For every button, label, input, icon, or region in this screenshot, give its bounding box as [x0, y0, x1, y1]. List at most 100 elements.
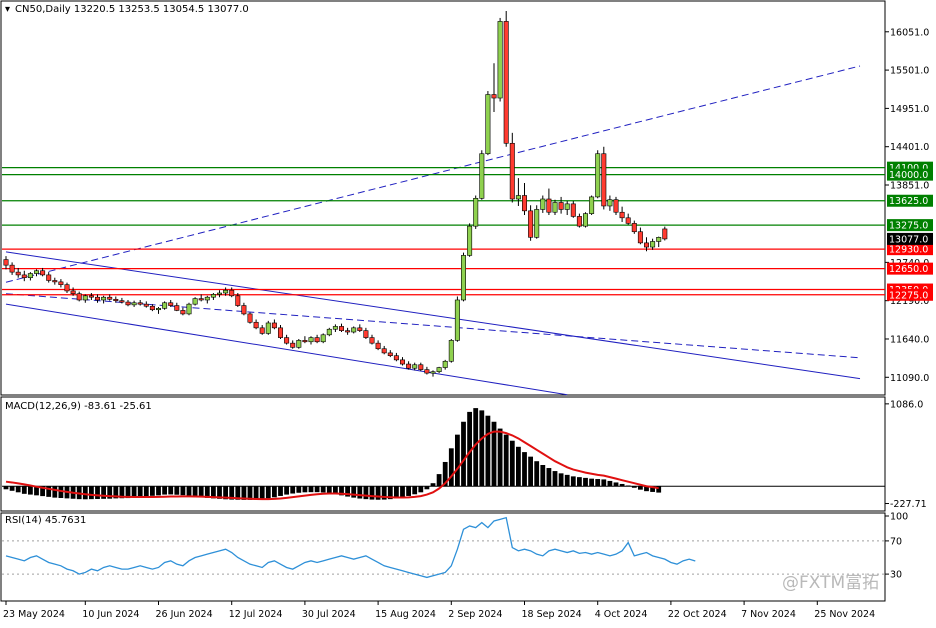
price-axis-label: 12190.0 — [890, 296, 929, 307]
macd-histogram-bar — [455, 434, 460, 487]
price-tag-label: 13275.0 — [889, 221, 928, 232]
macd-histogram-bar — [192, 486, 198, 497]
candle-body — [387, 352, 393, 356]
macd-histogram-bar — [400, 486, 405, 498]
macd-histogram-bar — [89, 486, 94, 500]
macd-title: MACD(12,26,9) -83.61 -25.61 — [5, 401, 152, 412]
macd-histogram-bar — [540, 465, 546, 487]
current-price-tag-bg — [887, 232, 933, 245]
candle-body — [186, 303, 192, 315]
candle-body — [125, 301, 131, 306]
candle-body — [576, 216, 582, 227]
candle-body — [265, 322, 271, 334]
macd-histogram-bar — [650, 486, 655, 492]
macd-histogram-bar — [424, 486, 430, 490]
macd-histogram-bar — [552, 471, 558, 487]
macd-histogram-bar — [223, 486, 228, 500]
price-axis-label: 11090.0 — [890, 373, 929, 384]
macd-histogram-bar — [644, 486, 649, 492]
macd-histogram-bar — [619, 483, 625, 487]
trendline-solid — [5, 251, 861, 380]
macd-histogram-bar — [485, 415, 491, 487]
macd-histogram-bar — [320, 486, 326, 493]
candle-body — [430, 371, 436, 374]
macd-signal-line — [5, 430, 659, 501]
candle-body — [314, 337, 320, 343]
price-tags: 14100.014000.013625.013275.012930.012650… — [887, 161, 933, 301]
price-tag-bg — [887, 243, 933, 256]
price-panel-frame — [0, 0, 886, 396]
candle-body — [491, 94, 497, 99]
rsi-line — [5, 516, 696, 579]
candle-body — [320, 334, 326, 343]
candle-body — [113, 298, 119, 301]
candle-body — [119, 300, 125, 303]
macd-histogram-bar — [150, 486, 155, 496]
candle-body — [393, 355, 399, 361]
macd-histogram-bar — [461, 421, 466, 487]
macd-histogram-bar — [583, 477, 588, 487]
macd-panel-frame — [0, 396, 886, 512]
candlestick-series — [3, 10, 668, 377]
macd-histogram-bar — [528, 456, 533, 487]
macd-histogram-bar — [613, 482, 619, 487]
candle-body — [40, 270, 46, 276]
x-axis-label: 22 Oct 2024 — [668, 609, 727, 620]
candle-body — [131, 302, 137, 306]
macd-histogram-bar — [546, 468, 552, 487]
macd-histogram-bar — [217, 486, 222, 499]
macd-histogram-bar — [418, 486, 424, 493]
watermark-logo: @FXTM富拓 — [782, 573, 879, 593]
macd-histogram-bar — [595, 479, 601, 487]
candle-body — [192, 298, 198, 305]
macd-histogram-bar — [308, 486, 314, 493]
macd-histogram-bar — [211, 486, 216, 499]
macd-histogram-bar — [375, 486, 381, 500]
candle-body — [564, 203, 570, 210]
macd-histogram-bar — [339, 486, 344, 496]
price-tag-label: 12275.0 — [889, 290, 928, 301]
candle-body — [613, 199, 619, 213]
candle-body — [338, 326, 344, 331]
candle-body — [643, 242, 649, 248]
candle-body — [210, 294, 216, 298]
candle-body — [52, 280, 58, 283]
macd-histogram-bar — [656, 486, 662, 493]
macd-histogram-bar — [180, 486, 186, 496]
candle-body — [277, 327, 283, 338]
price-axis-label: 15501.0 — [890, 66, 929, 77]
candle-body — [33, 270, 39, 274]
candle-body — [9, 264, 15, 273]
rsi-title: RSI(14) 45.7631 — [5, 515, 86, 526]
macd-histogram-bar — [247, 486, 253, 500]
candle-body — [552, 202, 558, 213]
x-axis-label: 26 Jun 2024 — [156, 609, 213, 620]
macd-histogram-bar — [601, 479, 607, 487]
rsi-axis-label: 70 — [890, 536, 902, 547]
macd-histogram-bar — [34, 486, 39, 496]
price-axis-label: 11640.0 — [890, 334, 929, 345]
candle-body — [95, 296, 101, 301]
candle-body — [308, 337, 314, 343]
candle-body — [601, 153, 607, 207]
candle-body — [485, 94, 491, 155]
candle-body — [168, 302, 174, 306]
macd-histogram-bar — [21, 486, 27, 494]
candle-body — [570, 203, 576, 217]
candle-body — [64, 284, 70, 292]
macd-histogram-bar — [351, 486, 357, 498]
macd-histogram-bar — [101, 486, 106, 499]
x-axis-label: 30 Jul 2024 — [302, 609, 356, 620]
candle-body — [284, 337, 290, 344]
candle-body — [180, 310, 186, 315]
macd-histogram-bar — [119, 486, 125, 499]
macd-histogram-bar — [564, 474, 570, 487]
price-tag-label: 12650.0 — [889, 264, 928, 275]
candle-body — [76, 293, 82, 301]
macd-histogram-bar — [284, 486, 289, 495]
price-tag-bg — [887, 194, 933, 207]
candle-body — [223, 289, 229, 294]
